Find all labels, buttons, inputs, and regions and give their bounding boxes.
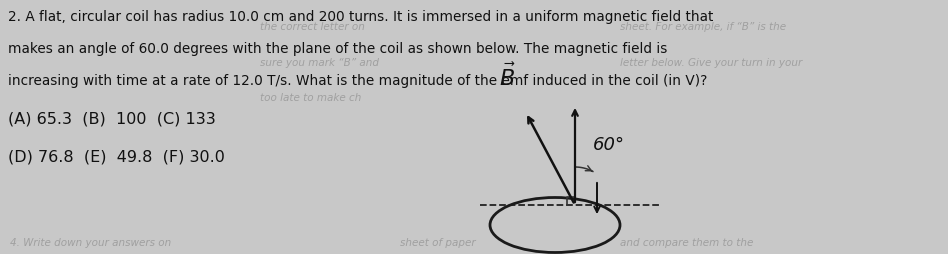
Text: the correct letter on: the correct letter on: [260, 22, 365, 32]
Text: letter below. Give your turn in your: letter below. Give your turn in your: [620, 58, 802, 68]
Text: makes an angle of 60.0 degrees with the plane of the coil as shown below. The ma: makes an angle of 60.0 degrees with the …: [8, 42, 667, 56]
Text: 60°: 60°: [593, 136, 625, 154]
Text: increasing with time at a rate of 12.0 T/s. What is the magnitude of the emf ind: increasing with time at a rate of 12.0 T…: [8, 74, 707, 88]
Text: $\vec{B}$: $\vec{B}$: [500, 63, 516, 90]
Text: sheet of paper: sheet of paper: [400, 238, 476, 248]
Text: 2. A flat, circular coil has radius 10.0 cm and 200 turns. It is immersed in a u: 2. A flat, circular coil has radius 10.0…: [8, 10, 714, 24]
Text: 4. Write down your answers on: 4. Write down your answers on: [10, 238, 172, 248]
Text: and compare them to the: and compare them to the: [620, 238, 754, 248]
Text: sure you mark “B” and: sure you mark “B” and: [260, 58, 379, 68]
Text: too late to make ch: too late to make ch: [260, 93, 361, 103]
Text: sheet. For example, if “B” is the: sheet. For example, if “B” is the: [620, 22, 786, 32]
Text: (A) 65.3  (B)  100  (C) 133: (A) 65.3 (B) 100 (C) 133: [8, 112, 216, 127]
Text: (D) 76.8  (E)  49.8  (F) 30.0: (D) 76.8 (E) 49.8 (F) 30.0: [8, 150, 225, 165]
